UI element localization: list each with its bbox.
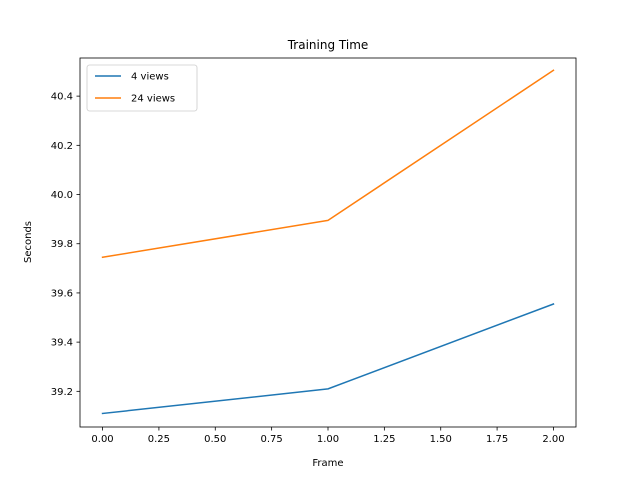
x-tick-label-6: 1.50 <box>430 434 452 445</box>
axes-frame <box>79 57 577 428</box>
y-tick-label-3: 39.8 <box>51 239 73 250</box>
x-tick-label-1: 0.25 <box>148 434 170 445</box>
series-line-0 <box>101 303 555 415</box>
series-line-1 <box>101 69 555 259</box>
chart-title: Training Time <box>287 38 369 52</box>
x-tick-label-0: 0.00 <box>91 434 113 445</box>
y-tick-label-0: 39.2 <box>51 387 73 398</box>
legend-label-1: 24 views <box>131 94 175 105</box>
y-axis-label: Seconds <box>23 221 34 263</box>
y-tick-label-4: 40.0 <box>51 190 73 201</box>
x-tick-label-3: 0.75 <box>261 434 283 445</box>
y-tick-label-6: 40.4 <box>51 92 73 103</box>
y-tick-label-2: 39.6 <box>51 288 73 299</box>
x-tick-label-7: 1.75 <box>486 434 508 445</box>
y-tick-label-5: 40.2 <box>51 141 73 152</box>
y-tick-label-1: 39.4 <box>51 338 73 349</box>
legend-label-0: 4 views <box>131 72 169 83</box>
x-tick-label-5: 1.25 <box>373 434 395 445</box>
x-tick-label-8: 2.00 <box>542 434 564 445</box>
x-tick-label-4: 1.00 <box>317 434 339 445</box>
x-tick-label-2: 0.50 <box>204 434 226 445</box>
x-axis-label: Frame <box>312 458 343 469</box>
plot-area: 0.00 0.25 0.50 0.75 1.00 1.25 1.50 1.75 2.00 39.2… <box>51 57 577 445</box>
